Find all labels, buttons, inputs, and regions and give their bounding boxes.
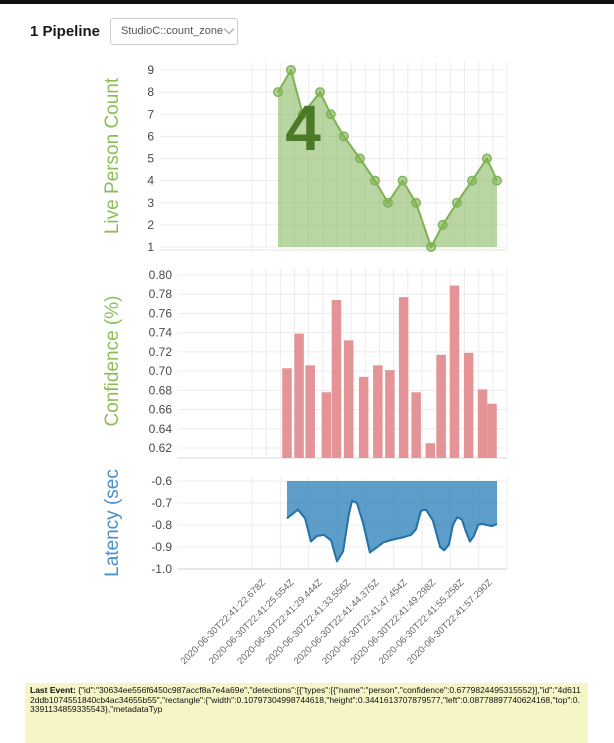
charts-canvas: 9 8 7 6 5 4 3 2 1 0.80 0.78 0.76 0.74 0.72 0.70 0.68 0.6… bbox=[147, 62, 508, 667]
pipeline-select[interactable]: StudioC::count_zone bbox=[110, 17, 239, 45]
svg-text:-0.6: -0.6 bbox=[151, 474, 172, 488]
svg-text:-0.8: -0.8 bbox=[151, 518, 172, 532]
svg-text:3: 3 bbox=[147, 196, 154, 210]
svg-text:0.72: 0.72 bbox=[149, 345, 173, 359]
svg-text:-0.9: -0.9 bbox=[151, 540, 172, 554]
svg-text:-0.7: -0.7 bbox=[151, 496, 172, 510]
svg-text:8: 8 bbox=[147, 85, 154, 99]
svg-text:5: 5 bbox=[147, 152, 154, 166]
pipeline-select-value: StudioC::count_zone bbox=[121, 25, 224, 37]
live-count-overlay: 4 bbox=[285, 92, 321, 164]
svg-text:2: 2 bbox=[147, 218, 154, 232]
x-axis-tick-labels: 2020-06-30T22:41:22.678Z2020-06-30T22:41… bbox=[179, 577, 495, 667]
svg-text:0.70: 0.70 bbox=[149, 364, 173, 378]
svg-text:0.76: 0.76 bbox=[149, 306, 173, 320]
svg-text:0.80: 0.80 bbox=[149, 268, 173, 282]
last-event-label: Last Event: bbox=[30, 685, 79, 695]
y-axis-title-latency: Latency (sec bbox=[102, 469, 123, 577]
svg-text:6: 6 bbox=[147, 129, 154, 143]
svg-text:1: 1 bbox=[147, 240, 154, 254]
live-person-count-series bbox=[273, 64, 503, 252]
live-person-count-y-tick-labels: 9 8 7 6 5 4 3 2 1 bbox=[147, 63, 154, 254]
y-axis-title-confidence: Confidence (%) bbox=[102, 295, 123, 427]
svg-text:9: 9 bbox=[147, 63, 154, 77]
last-event-box: Last Event: {"id":"30634ee556f6450c987ac… bbox=[25, 683, 588, 743]
svg-text:0.78: 0.78 bbox=[149, 287, 173, 301]
header: 1 Pipeline StudioC::count_zone bbox=[30, 17, 239, 45]
svg-text:0.74: 0.74 bbox=[149, 326, 173, 340]
svg-text:0.64: 0.64 bbox=[149, 422, 173, 436]
svg-text:0.66: 0.66 bbox=[149, 403, 173, 417]
svg-text:0.68: 0.68 bbox=[149, 383, 173, 397]
svg-text:-1.0: -1.0 bbox=[151, 562, 172, 576]
chevron-down-icon bbox=[223, 27, 235, 35]
svg-text:4: 4 bbox=[147, 174, 154, 188]
confidence-y-tick-labels: 0.80 0.78 0.76 0.74 0.72 0.70 0.68 0.66 0.64 0.62 bbox=[149, 268, 173, 455]
last-event-text: {"id":"30634ee556f6450c987accf8a7e4a69e"… bbox=[30, 685, 581, 714]
y-axis-title-live-person-count: Live Person Count bbox=[102, 77, 123, 235]
confidence-bars bbox=[282, 285, 497, 458]
pipeline-count-label: 1 Pipeline bbox=[30, 22, 101, 40]
svg-text:0.62: 0.62 bbox=[149, 441, 173, 455]
top-border bbox=[0, 0, 614, 4]
latency-series bbox=[286, 481, 498, 563]
latency-y-tick-labels: -0.6 -0.7 -0.8 -0.9 -1.0 bbox=[151, 474, 172, 576]
svg-text:7: 7 bbox=[147, 107, 154, 121]
